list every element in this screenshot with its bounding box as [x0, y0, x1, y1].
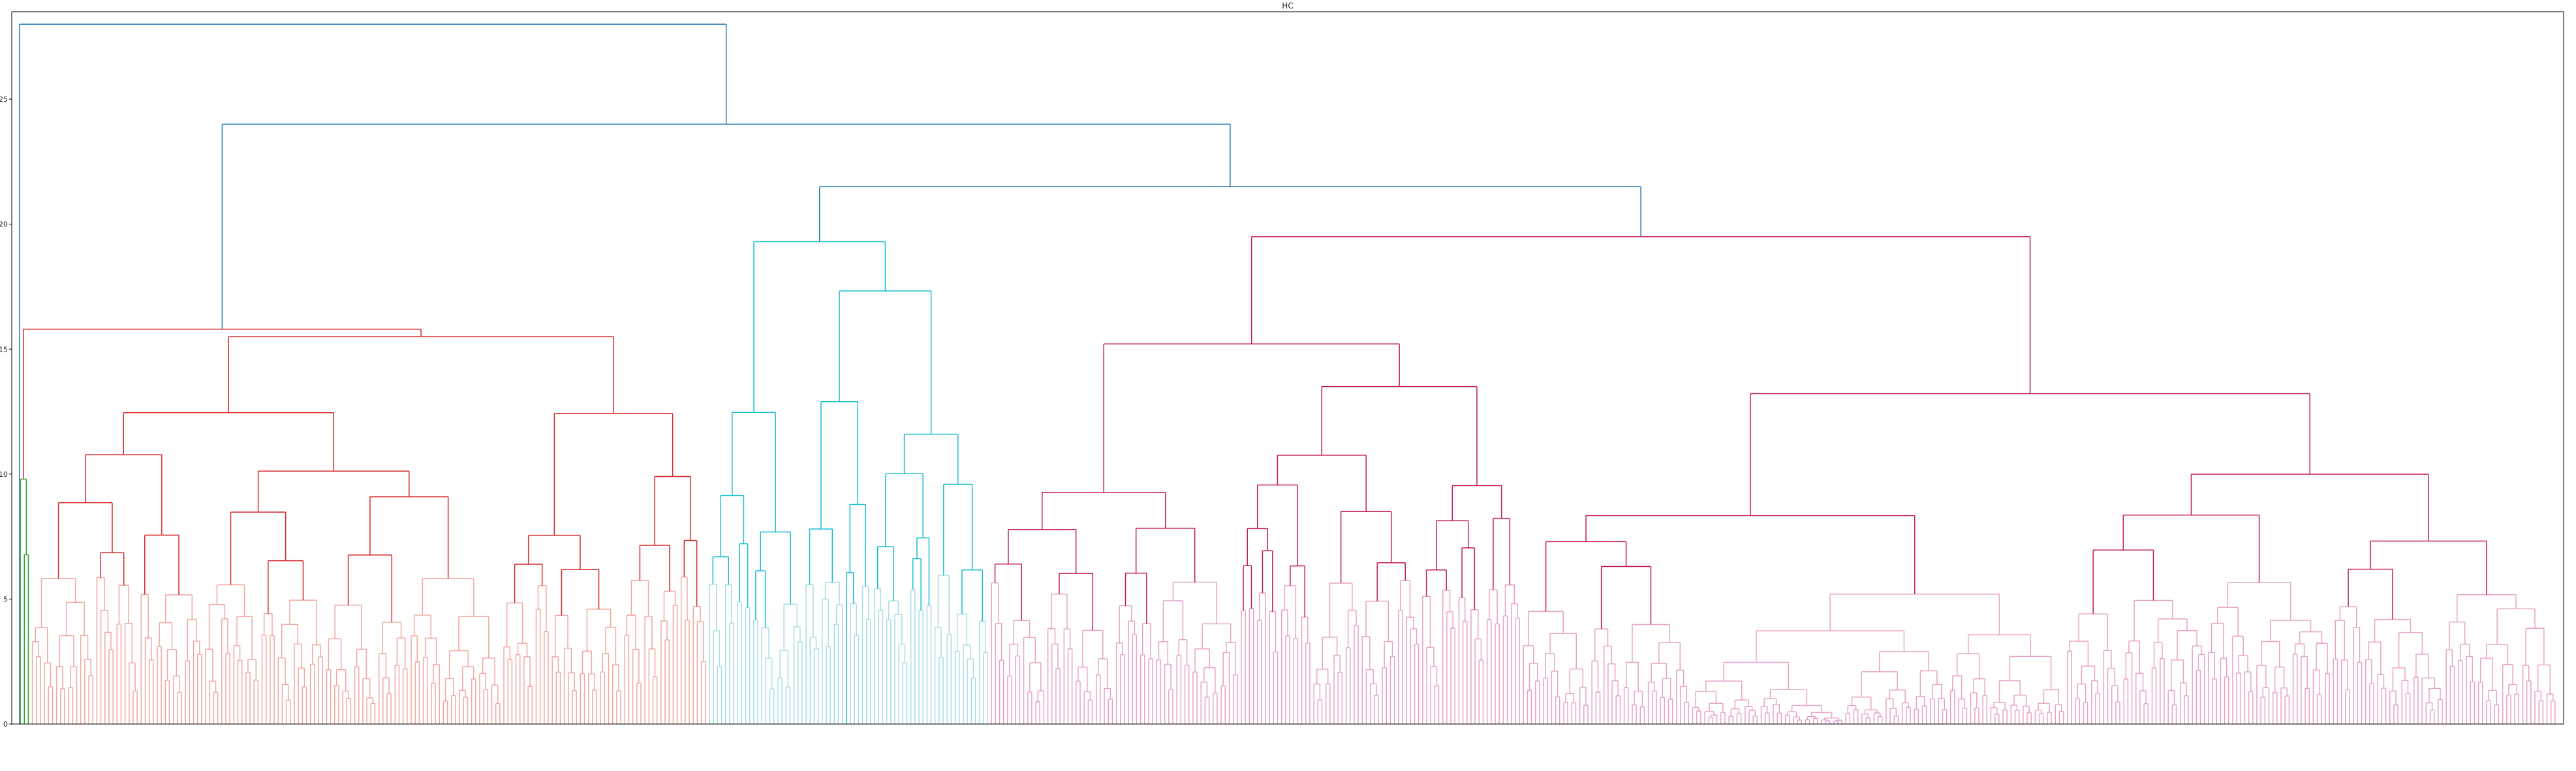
y-tick-label: 5	[3, 595, 8, 603]
dendrogram-links	[19, 23, 2556, 724]
plot-frame	[11, 11, 2564, 725]
y-tick-label: 0	[3, 720, 8, 729]
y-tick-label: 15	[0, 345, 8, 354]
y-tick-label: 25	[0, 95, 8, 104]
y-axis: 0 5 10 15 20 25	[0, 95, 12, 729]
y-tick-label: 10	[0, 470, 8, 479]
y-tick-label: 20	[0, 220, 8, 229]
chart-title: HC	[1282, 1, 1293, 10]
